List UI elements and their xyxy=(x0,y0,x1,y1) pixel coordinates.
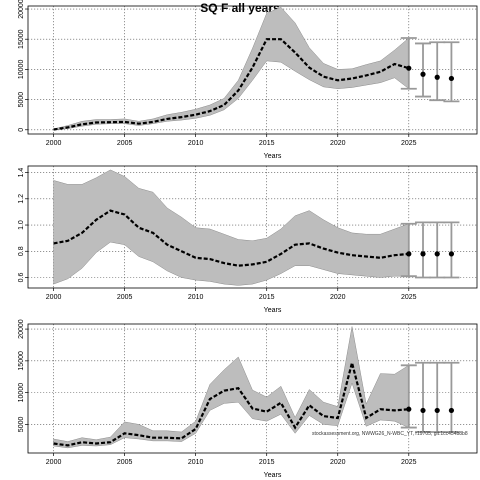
estimate-line xyxy=(53,362,409,447)
panel-3: 2000 2005 2010 2015 2020 2025 5000 10000 15000 20… xyxy=(18,319,478,479)
y-tick-label: 20000 xyxy=(18,0,25,19)
y-tick-label: 15000 xyxy=(18,29,25,49)
x-tick-label: 2020 xyxy=(330,459,346,466)
x-tick-label: 2015 xyxy=(259,294,275,301)
plot-frame xyxy=(27,5,478,135)
estimate-line xyxy=(53,209,409,267)
y-tick-label: 10000 xyxy=(18,60,25,80)
projection-point xyxy=(448,75,455,82)
y-tick-label: 20000 xyxy=(18,319,25,339)
projection-point xyxy=(448,407,455,414)
y-tick-label: 1.4 xyxy=(18,168,25,178)
y-tick-label: 10000 xyxy=(18,383,25,403)
x-tick-label: 2020 xyxy=(330,140,346,147)
y-tick-label: 0.6 xyxy=(18,273,25,283)
confidence-band xyxy=(53,6,410,131)
x-tick-label: 2015 xyxy=(259,459,275,466)
watermark: stockassessment.org, NWWG26_N-WBC_YT, r1… xyxy=(312,431,468,437)
x-tick-label: 2020 xyxy=(330,294,346,301)
x-tick-label: 2010 xyxy=(188,294,204,301)
y-tick-label: 5000 xyxy=(18,92,25,108)
y-tick-label: 15000 xyxy=(18,351,25,371)
y-tick-label: 0 xyxy=(18,128,25,132)
x-tick-label: 2000 xyxy=(46,459,62,466)
chart-title: SQ F all years xyxy=(200,1,280,15)
confidence-band xyxy=(53,169,410,286)
x-tick-label: 2000 xyxy=(46,294,62,301)
last-year-point xyxy=(406,406,412,412)
y-tick-label: 5000 xyxy=(18,417,25,433)
x-axis-label: Years xyxy=(264,472,282,479)
x-tick-label: 2005 xyxy=(117,140,133,147)
x-tick-label: 2025 xyxy=(401,294,417,301)
plot-frame xyxy=(27,323,478,454)
x-tick-label: 2025 xyxy=(401,459,417,466)
projection-point xyxy=(420,71,426,77)
estimate-line xyxy=(53,38,410,131)
last-year-point xyxy=(406,65,412,71)
x-tick-label: 2005 xyxy=(117,459,133,466)
projection-point xyxy=(434,74,440,80)
x-tick-label: 2015 xyxy=(259,140,275,147)
plot-frame xyxy=(27,165,478,289)
projection-point xyxy=(448,251,455,257)
x-tick-label: 2005 xyxy=(117,294,133,301)
x-tick-label: 2010 xyxy=(188,140,204,147)
x-tick-label: 2000 xyxy=(46,140,62,147)
projection-point xyxy=(434,251,440,257)
y-tick-label: 1.2 xyxy=(18,194,25,204)
projection-point xyxy=(434,407,440,414)
x-tick-label: 2025 xyxy=(401,140,417,147)
projection-point xyxy=(420,407,426,414)
x-axis-label: Years xyxy=(264,307,282,314)
projection-point xyxy=(420,251,426,257)
panel-1: 2000 2005 2010 2015 2020 2025 0 5000 10000 15000 2… xyxy=(18,0,478,160)
y-tick-label: 0.8 xyxy=(18,246,25,256)
confidence-band xyxy=(53,326,410,449)
panel-2: 2000 2005 2010 2015 2020 2025 0.6 0.8 1.0 1.2 1.4 Y… xyxy=(18,165,478,314)
y-tick-label: 1.0 xyxy=(18,220,25,230)
last-year-point xyxy=(406,251,412,257)
x-axis-label: Years xyxy=(264,153,282,160)
x-tick-label: 2010 xyxy=(188,459,204,466)
